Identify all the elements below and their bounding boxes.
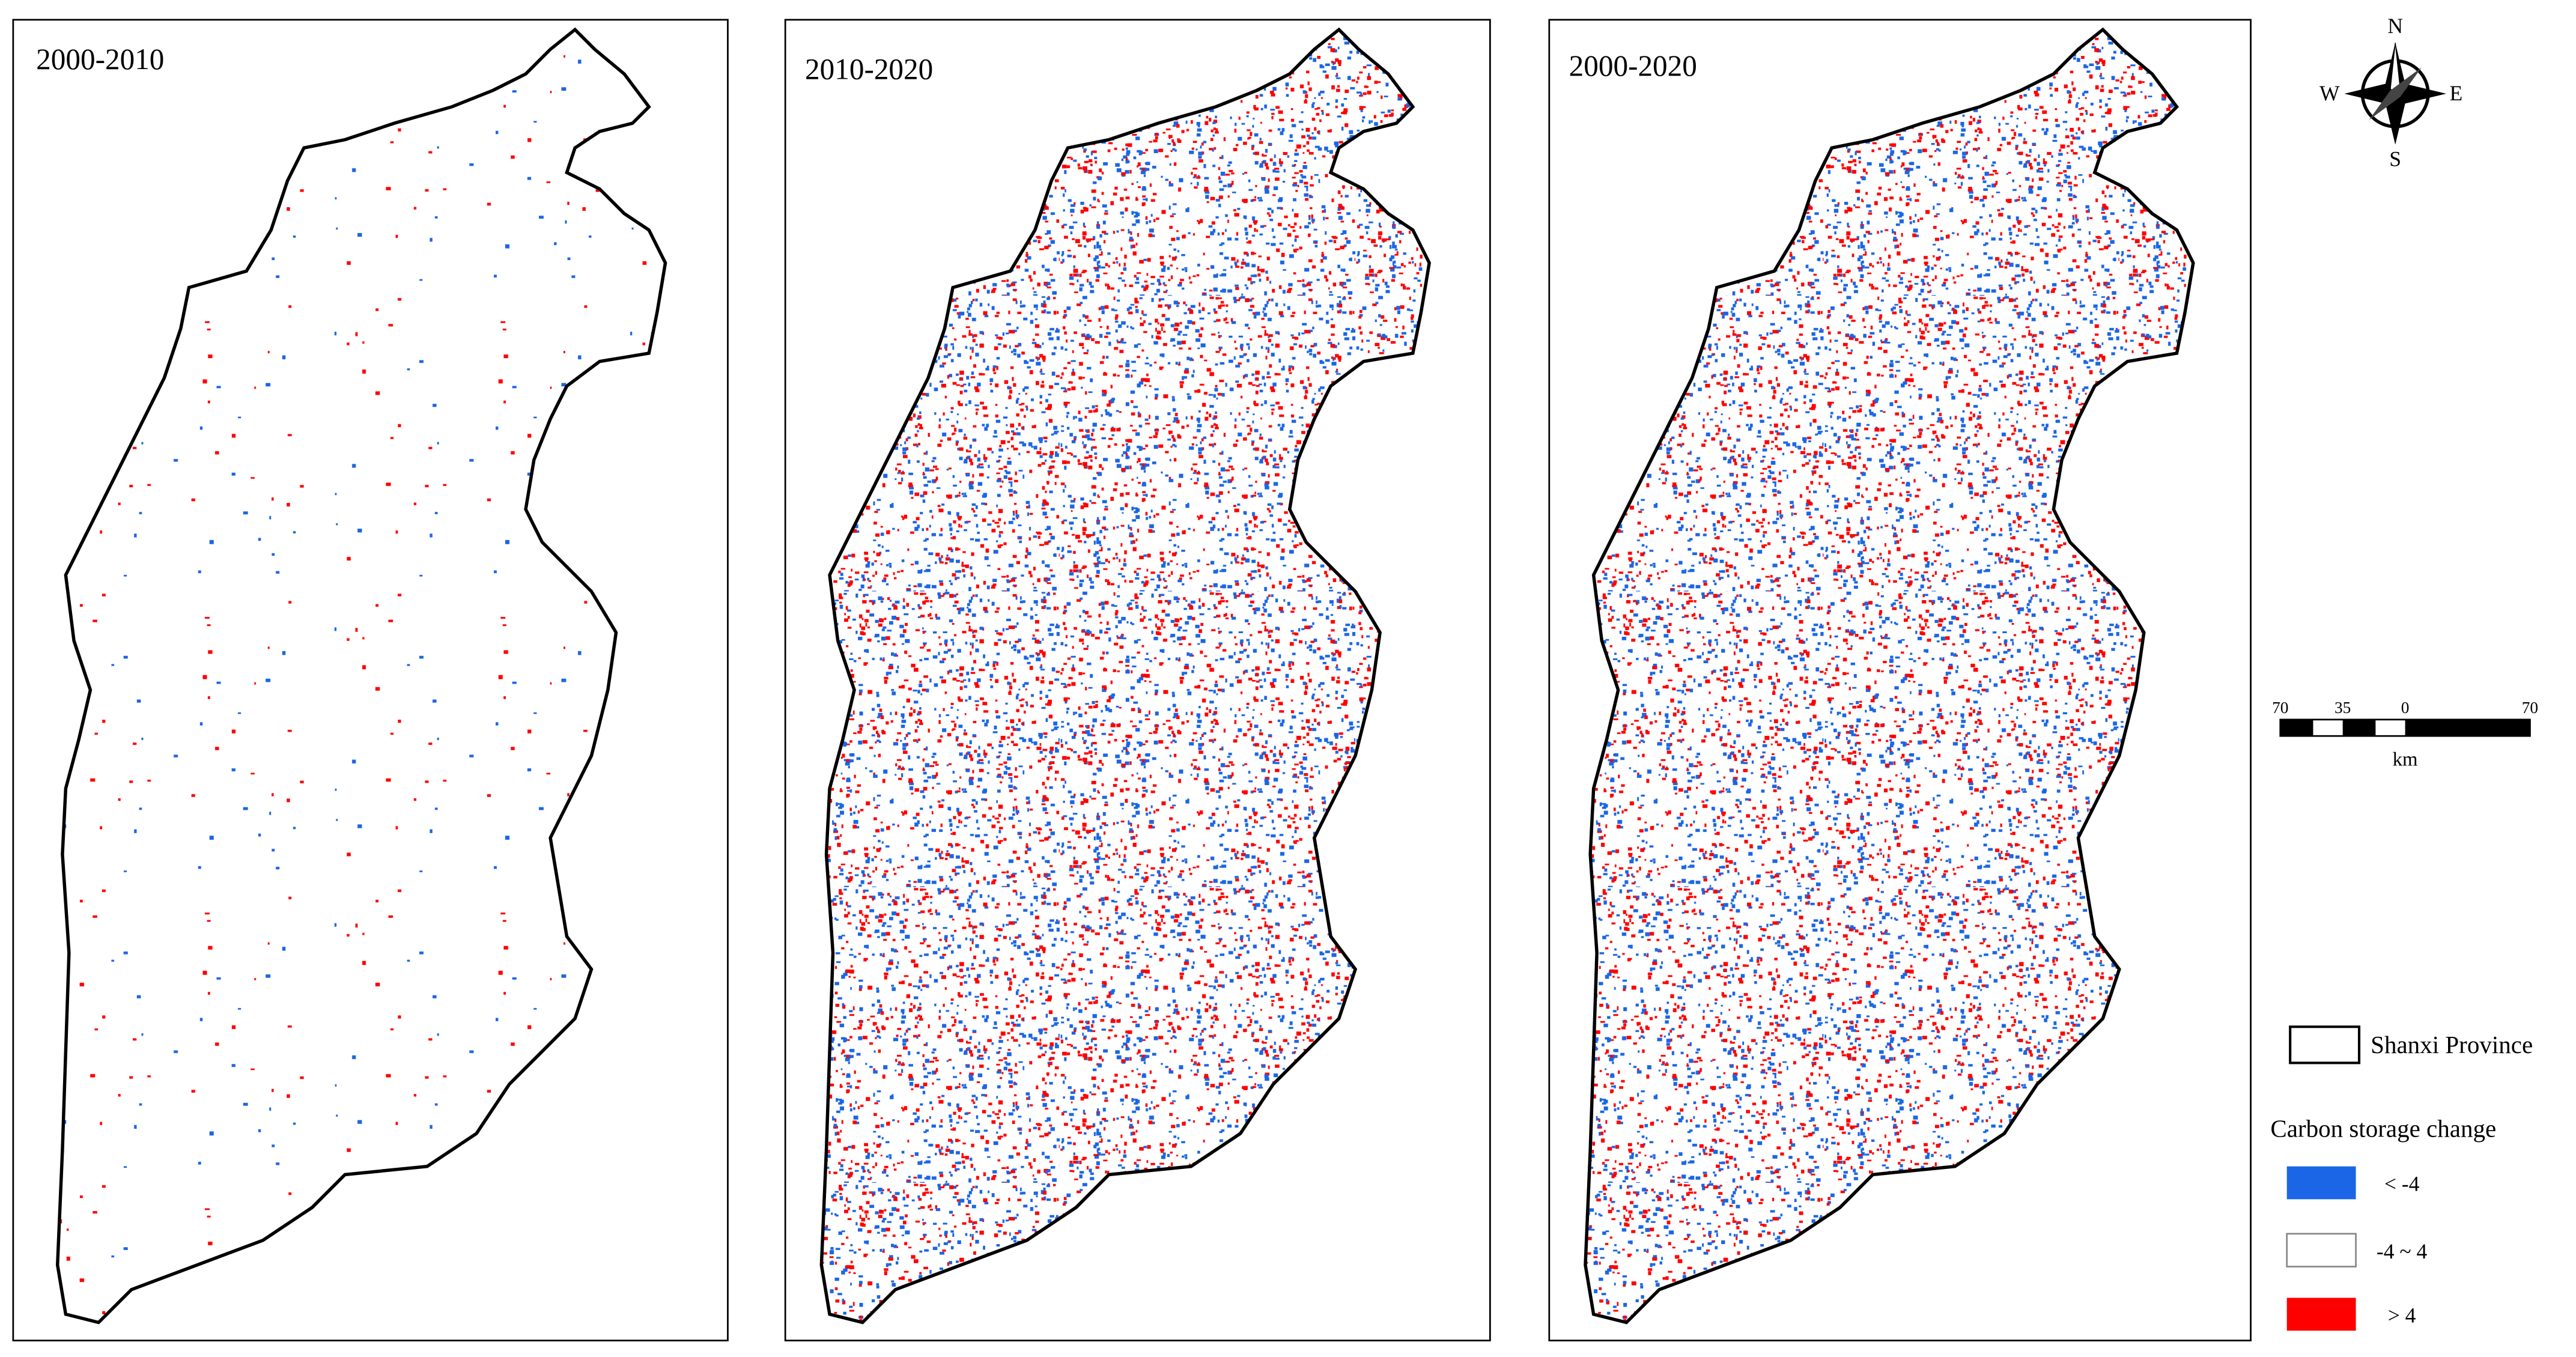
- scale-label: 70: [2272, 699, 2288, 717]
- compass: N S W E: [2319, 14, 2462, 171]
- compass-label: N: [2387, 14, 2403, 38]
- scale-bar: 70 35 0 70 km: [2272, 699, 2538, 771]
- legend-boundary-label: Shanxi Province: [2371, 1031, 2533, 1058]
- scale-segment: [2280, 719, 2313, 736]
- legend-label: -4 ~ 4: [2377, 1239, 2428, 1263]
- legend-swatch: [2286, 1298, 2356, 1331]
- panel-title: 2000-2020: [1569, 49, 1697, 82]
- scale-label: 35: [2334, 699, 2351, 717]
- compass-label: E: [2450, 81, 2463, 105]
- scale-unit: km: [2393, 748, 2418, 770]
- compass-label: W: [2319, 81, 2340, 105]
- compass-label: S: [2389, 147, 2401, 171]
- legend-swatch: [2286, 1233, 2357, 1267]
- legend-label: > 4: [2388, 1304, 2416, 1328]
- panel-title: 2010-2020: [805, 52, 933, 85]
- scale-label: 0: [2401, 699, 2410, 717]
- legend: Shanxi Province Carbon storage change < …: [2270, 1025, 2533, 1331]
- compass-star: [2369, 67, 2422, 120]
- legend-swatch: [2286, 1166, 2356, 1200]
- scale-segment: [2342, 719, 2376, 736]
- panel-title: 2000-2010: [36, 43, 164, 76]
- panel: 2010-2020: [784, 19, 1491, 1341]
- panel: 2000-2010: [12, 19, 729, 1341]
- legend-title: Carbon storage change: [2270, 1114, 2496, 1142]
- panel: 2000-2020: [1548, 19, 2252, 1341]
- legend-boundary-swatch: [2289, 1025, 2361, 1064]
- legend-label: < -4: [2384, 1172, 2420, 1196]
- scale-label: 70: [2522, 699, 2538, 717]
- scale-segment: [2405, 719, 2530, 736]
